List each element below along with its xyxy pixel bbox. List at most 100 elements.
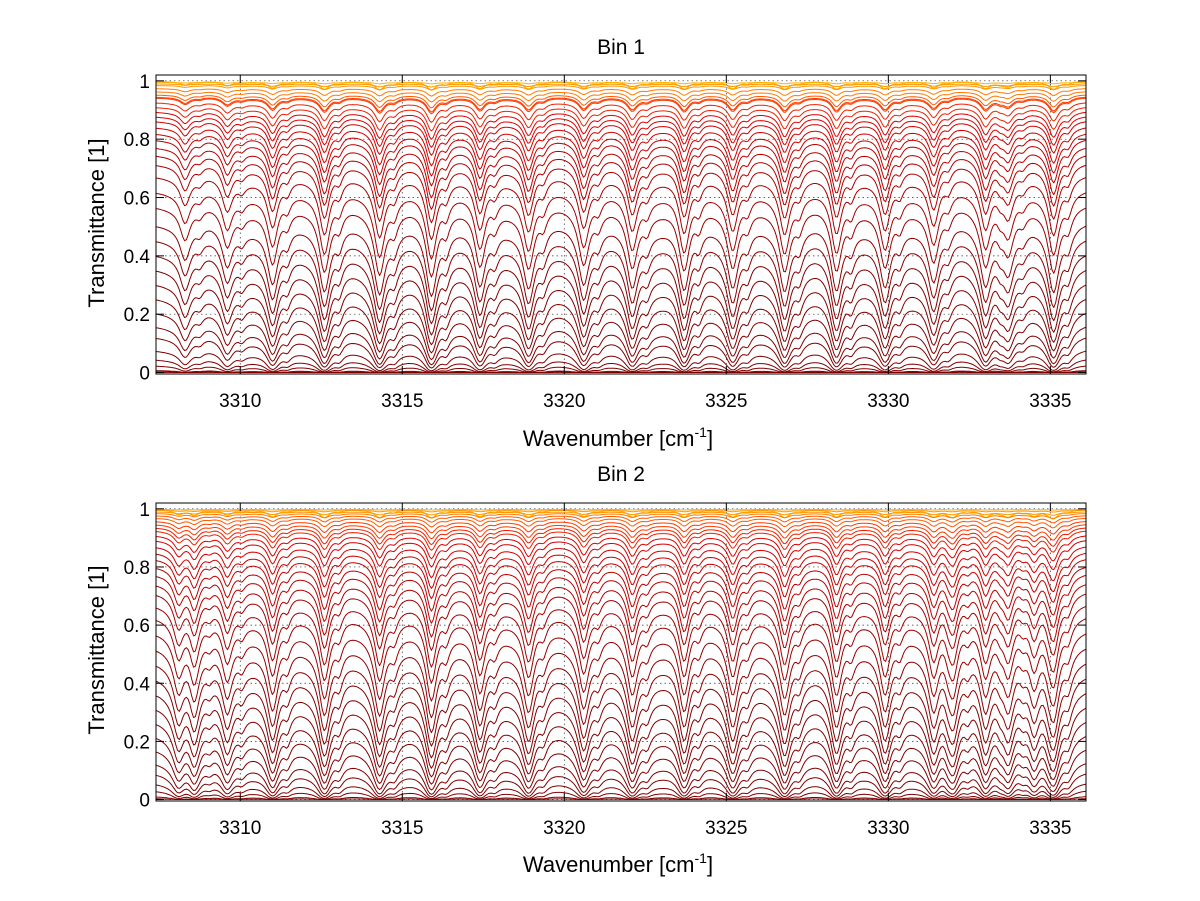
x-tick-label: 3325	[705, 818, 747, 839]
x-axis-label: Wavenumber [cm-1]	[523, 850, 713, 877]
chart-title: Bin 1	[597, 36, 645, 59]
x-tick-label: 3335	[1029, 391, 1071, 412]
x-tick-label: 3315	[381, 818, 423, 839]
series-line	[156, 509, 1086, 511]
y-axis-label: Transmittance [1]	[84, 138, 109, 307]
x-tick-label: 3310	[219, 391, 261, 412]
y-tick-label: 0	[139, 791, 150, 812]
series-line	[156, 94, 1086, 109]
series-line	[156, 83, 1086, 88]
series-line	[156, 350, 1086, 372]
series-line	[156, 121, 1086, 156]
series-line	[156, 693, 1086, 763]
series-line	[156, 164, 1086, 224]
series-line	[156, 749, 1086, 792]
series-line	[156, 147, 1086, 199]
series-line	[156, 97, 1086, 115]
series-line	[156, 527, 1086, 547]
series-line	[156, 798, 1086, 800]
series-line	[156, 140, 1086, 187]
y-tick-label: 0.8	[124, 130, 150, 151]
series-line	[156, 524, 1086, 541]
series-line	[156, 633, 1086, 707]
y-tick-label: 0.2	[124, 732, 150, 753]
x-tick-label: 3320	[543, 818, 585, 839]
y-tick-label: 0.2	[124, 305, 150, 326]
series-line	[156, 116, 1086, 148]
series-line	[156, 593, 1086, 656]
series-line	[156, 81, 1086, 85]
series-line	[156, 515, 1086, 524]
series-line	[156, 133, 1086, 177]
series-line	[156, 513, 1086, 519]
y-tick-label: 0.8	[124, 558, 150, 579]
series-line	[156, 240, 1086, 312]
series-line	[156, 298, 1086, 354]
series-line	[156, 155, 1086, 210]
series-line	[156, 605, 1086, 673]
series-line	[156, 648, 1086, 724]
series-line	[156, 584, 1086, 643]
series-line	[156, 540, 1086, 570]
series-line	[156, 521, 1086, 535]
plot-area: 3310 3315 3320 3325 3330 3335 0 0.2 0.4 0.6 0.8 1	[124, 72, 1087, 412]
chart-panel-bin-1: Bin 1 3310 3315 3320 3325 3330 3335 0 0.2 0.4 0.6…	[84, 36, 1087, 451]
axes-frame	[155, 74, 1087, 375]
y-tick-label: 0	[139, 364, 150, 385]
series-group	[156, 509, 1086, 800]
x-axis-label: Wavenumber [cm-1]	[523, 424, 713, 451]
x-tick-label: 3330	[867, 818, 909, 839]
y-tick-label: 0.4	[124, 674, 151, 695]
series-line	[156, 535, 1086, 562]
x-tick-label: 3325	[705, 391, 747, 412]
series-line	[156, 678, 1086, 751]
y-tick-label: 0.6	[124, 616, 150, 637]
x-tick-label: 3315	[381, 391, 423, 412]
series-line	[156, 736, 1086, 787]
series-line	[156, 270, 1086, 336]
series-line	[156, 91, 1086, 103]
chart-title: Bin 2	[597, 463, 645, 486]
x-tick-label: 3310	[219, 818, 261, 839]
series-line	[156, 530, 1086, 553]
axes-frame	[155, 502, 1087, 802]
series-line	[156, 511, 1086, 516]
series-line	[156, 102, 1086, 123]
series-line	[156, 663, 1086, 738]
series-line	[156, 312, 1086, 361]
series-line	[156, 111, 1086, 140]
series-line	[156, 88, 1086, 97]
y-tick-label: 1	[139, 72, 150, 93]
series-line	[156, 326, 1086, 366]
series-line	[156, 107, 1086, 132]
series-line	[156, 207, 1086, 278]
x-axis-label-superscript: -1	[695, 850, 708, 866]
series-line	[156, 127, 1086, 167]
y-axis-label: Transmittance [1]	[84, 565, 109, 734]
series-line	[156, 337, 1086, 369]
series-line	[156, 225, 1086, 297]
x-axis-label-superscript: -1	[695, 424, 708, 440]
series-line	[156, 773, 1086, 798]
series-line	[156, 365, 1086, 373]
series-line	[156, 763, 1086, 796]
plot-area: 3310 3315 3320 3325 3330 3335 0 0.2 0.4 0.6 0.8 1	[124, 500, 1087, 839]
series-group	[156, 81, 1086, 373]
series-line	[156, 790, 1086, 800]
chart-panel-bin-2: Bin 2 3310 3315 3320 3325 3330 3335 0 0.2 0.4 0.6…	[84, 463, 1087, 877]
x-axis-label-tail: ]	[707, 426, 713, 451]
series-line	[156, 255, 1086, 325]
x-tick-label: 3330	[867, 391, 909, 412]
y-tick-label: 1	[139, 500, 150, 521]
series-line	[156, 552, 1086, 593]
series-line	[156, 783, 1086, 800]
y-tick-label: 0.4	[124, 247, 151, 268]
x-axis-label-tail: ]	[707, 852, 713, 877]
series-line	[156, 546, 1086, 582]
series-line	[156, 359, 1086, 373]
x-axis-label-text: Wavenumber [cm	[523, 852, 695, 877]
series-line	[156, 96, 1086, 113]
y-tick-label: 0.6	[124, 189, 150, 210]
series-line	[156, 574, 1086, 628]
